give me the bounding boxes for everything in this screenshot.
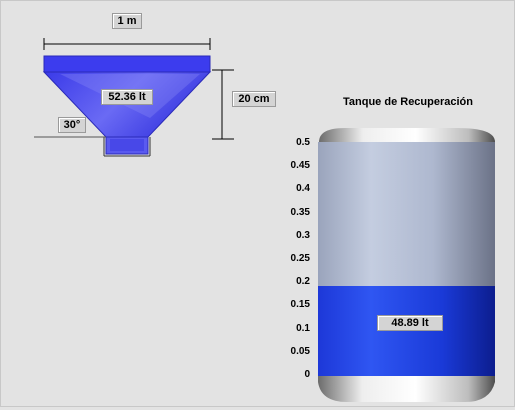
tank-scale-label: 0.5 xyxy=(296,137,310,148)
hopper-diagram xyxy=(34,38,234,157)
tank-scale-label: 0.25 xyxy=(290,253,310,264)
tank-scale-label: 0.15 xyxy=(290,299,310,311)
hopper-rim xyxy=(43,55,211,73)
tank-title: Tanque de Recuperación xyxy=(343,96,473,108)
tank-scale-label: 0.2 xyxy=(296,276,310,288)
hopper-width-label: 1 m xyxy=(112,13,142,29)
hopper-angle-label: 30° xyxy=(58,117,86,133)
tank-scale-label: 0.1 xyxy=(296,322,310,334)
tank-scale: 0.5 0.45 0.4 0.35 0.3 0.25 0.2 0.15 0.1 0.05 0 xyxy=(268,0,310,407)
tank-volume-display: 48.89 lt xyxy=(377,315,443,331)
hopper-volume-display: 52.36 lt xyxy=(101,89,153,105)
tank-scale-label: 0.4 xyxy=(296,183,310,195)
hopper-height-label: 20 cm xyxy=(232,91,276,107)
tank-bottom-cap xyxy=(318,376,495,402)
tank-scale-label: 0.35 xyxy=(290,206,310,218)
tank-liquid xyxy=(318,286,495,382)
recovery-tank xyxy=(318,128,495,402)
tank-scale-label: 0.05 xyxy=(290,345,310,357)
tank-scale-label: 0 xyxy=(304,369,310,380)
tank-scale-label: 0.45 xyxy=(290,160,310,172)
tank-scale-label: 0.3 xyxy=(296,229,310,241)
tank-top-cap xyxy=(319,128,495,142)
